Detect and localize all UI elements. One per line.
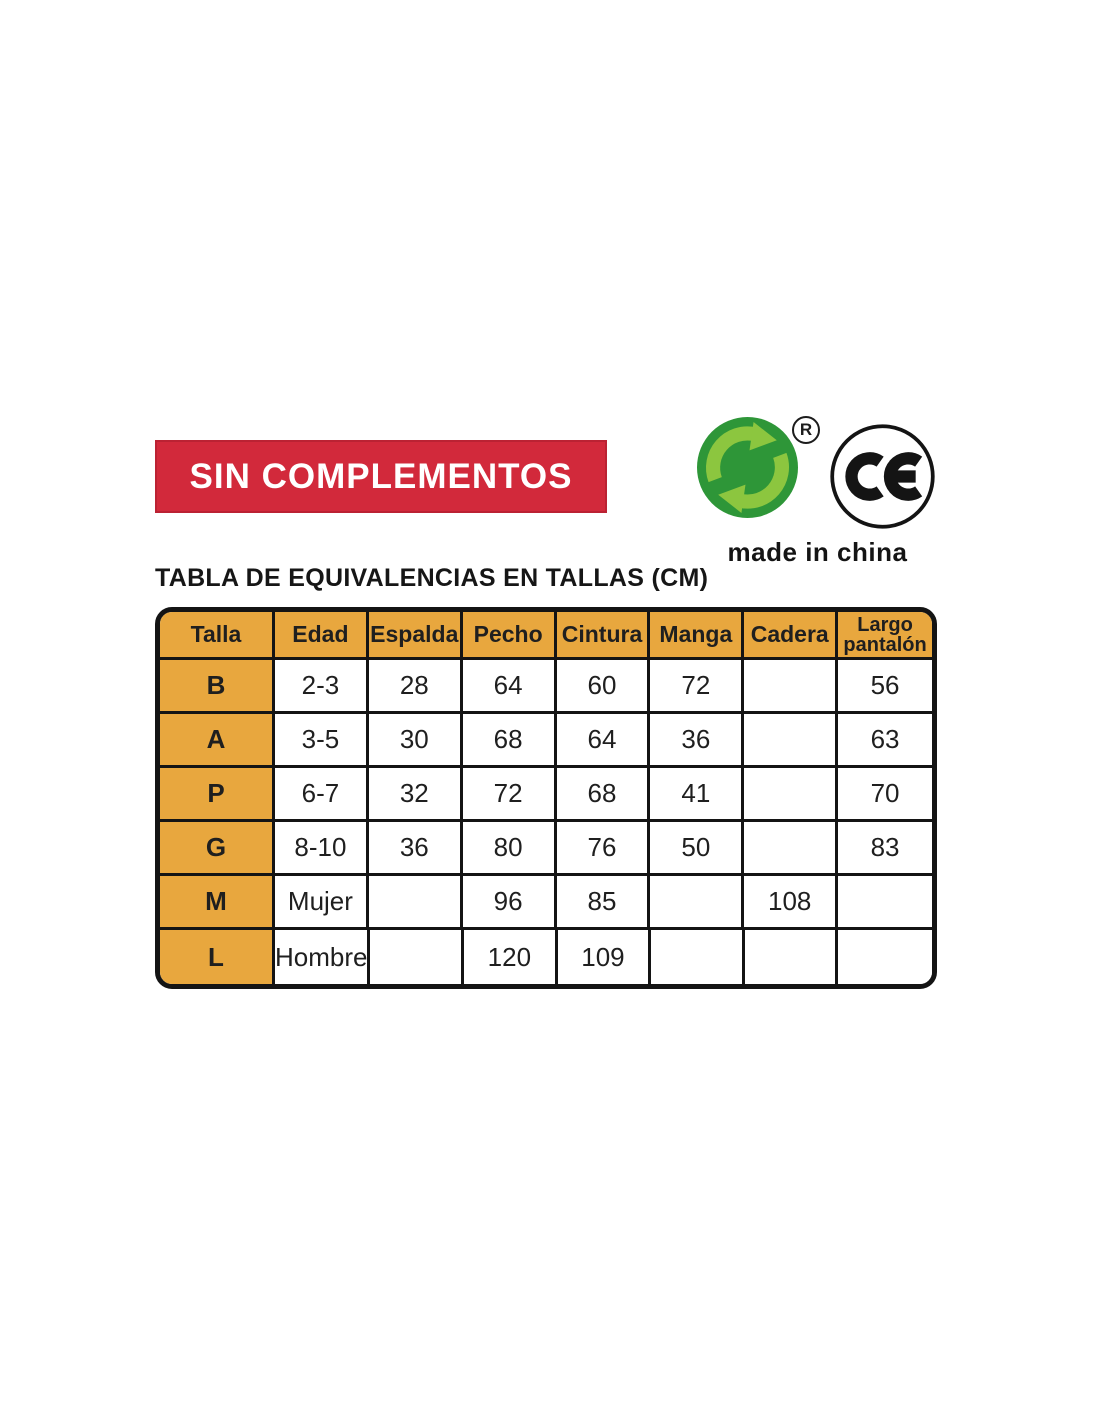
cell-edad: 8-10 [275, 822, 369, 876]
cell-largo: 70 [838, 768, 932, 822]
column-header-edad: Edad [275, 612, 369, 660]
cell-cadera [744, 930, 839, 984]
cell-manga [650, 876, 745, 930]
column-header-manga: Manga [650, 612, 745, 660]
cell-pecho: 72 [462, 768, 557, 822]
row-label: G [160, 822, 275, 876]
cell-edad: Mujer [275, 876, 369, 930]
cell-cintura: 68 [556, 768, 651, 822]
product-banner: SIN COMPLEMENTOS [155, 440, 607, 513]
cell-cadera [744, 822, 839, 876]
green-dot-icon [697, 417, 798, 518]
cell-manga: 36 [650, 714, 745, 768]
row-label: L [160, 930, 275, 984]
cell-cadera [744, 660, 839, 714]
cell-cintura: 76 [556, 822, 651, 876]
cell-espalda [368, 876, 463, 930]
cell-cadera [744, 768, 839, 822]
cell-espalda [370, 930, 465, 984]
cell-pecho: 64 [462, 660, 557, 714]
cell-largo [838, 876, 932, 930]
cell-largo: 56 [838, 660, 932, 714]
made-in-label: made in china [727, 537, 908, 567]
table-row: A 3-5 30 68 64 36 63 [160, 714, 932, 768]
cell-cadera: 108 [744, 876, 839, 930]
cell-largo: 83 [838, 822, 932, 876]
column-header-cintura: Cintura [556, 612, 651, 660]
table-row: G 8-10 36 80 76 50 83 [160, 822, 932, 876]
column-header-pecho: Pecho [462, 612, 557, 660]
cell-manga [651, 930, 745, 984]
cell-pecho: 120 [464, 930, 558, 984]
cell-espalda: 28 [368, 660, 463, 714]
table-row: L Hombre 120 109 [160, 930, 932, 984]
cell-manga: 72 [650, 660, 745, 714]
column-header-talla: Talla [160, 612, 275, 660]
cell-pecho: 68 [462, 714, 557, 768]
cell-espalda: 36 [368, 822, 463, 876]
column-header-largo-pantalon: Largo pantalón [838, 612, 932, 660]
cell-cadera [744, 714, 839, 768]
cell-espalda: 32 [368, 768, 463, 822]
column-header-espalda: Espalda [368, 612, 463, 660]
table-row: B 2-3 28 64 60 72 56 [160, 660, 932, 714]
cell-pecho: 96 [462, 876, 557, 930]
cell-largo: 63 [838, 714, 932, 768]
cell-manga: 50 [650, 822, 745, 876]
column-header-cadera: Cadera [744, 612, 839, 660]
cell-espalda: 30 [368, 714, 463, 768]
table-row: M Mujer 96 85 108 [160, 876, 932, 930]
ce-mark-icon [830, 424, 935, 529]
cell-manga: 41 [650, 768, 745, 822]
row-label: M [160, 876, 275, 930]
size-equivalence-table: Talla Edad Espalda Pecho Cintura Manga C… [155, 607, 937, 989]
cell-cintura: 109 [557, 930, 652, 984]
cell-cintura: 85 [556, 876, 651, 930]
cell-edad: Hombre [275, 930, 371, 984]
row-label: P [160, 768, 275, 822]
cell-cintura: 60 [556, 660, 651, 714]
cell-largo [838, 930, 932, 984]
row-label: B [160, 660, 275, 714]
registered-trademark-icon: R [792, 416, 820, 444]
cell-edad: 6-7 [275, 768, 369, 822]
cell-cintura: 64 [556, 714, 651, 768]
size-table-title: TABLA DE EQUIVALENCIAS EN TALLAS (CM) [155, 564, 709, 592]
row-label: A [160, 714, 275, 768]
banner-label: SIN COMPLEMENTOS [189, 456, 573, 496]
table-header-row: Talla Edad Espalda Pecho Cintura Manga C… [160, 612, 932, 660]
cell-edad: 2-3 [275, 660, 369, 714]
cell-edad: 3-5 [275, 714, 369, 768]
registered-letter: R [799, 420, 813, 439]
cell-pecho: 80 [462, 822, 557, 876]
table-row: P 6-7 32 72 68 41 70 [160, 768, 932, 822]
